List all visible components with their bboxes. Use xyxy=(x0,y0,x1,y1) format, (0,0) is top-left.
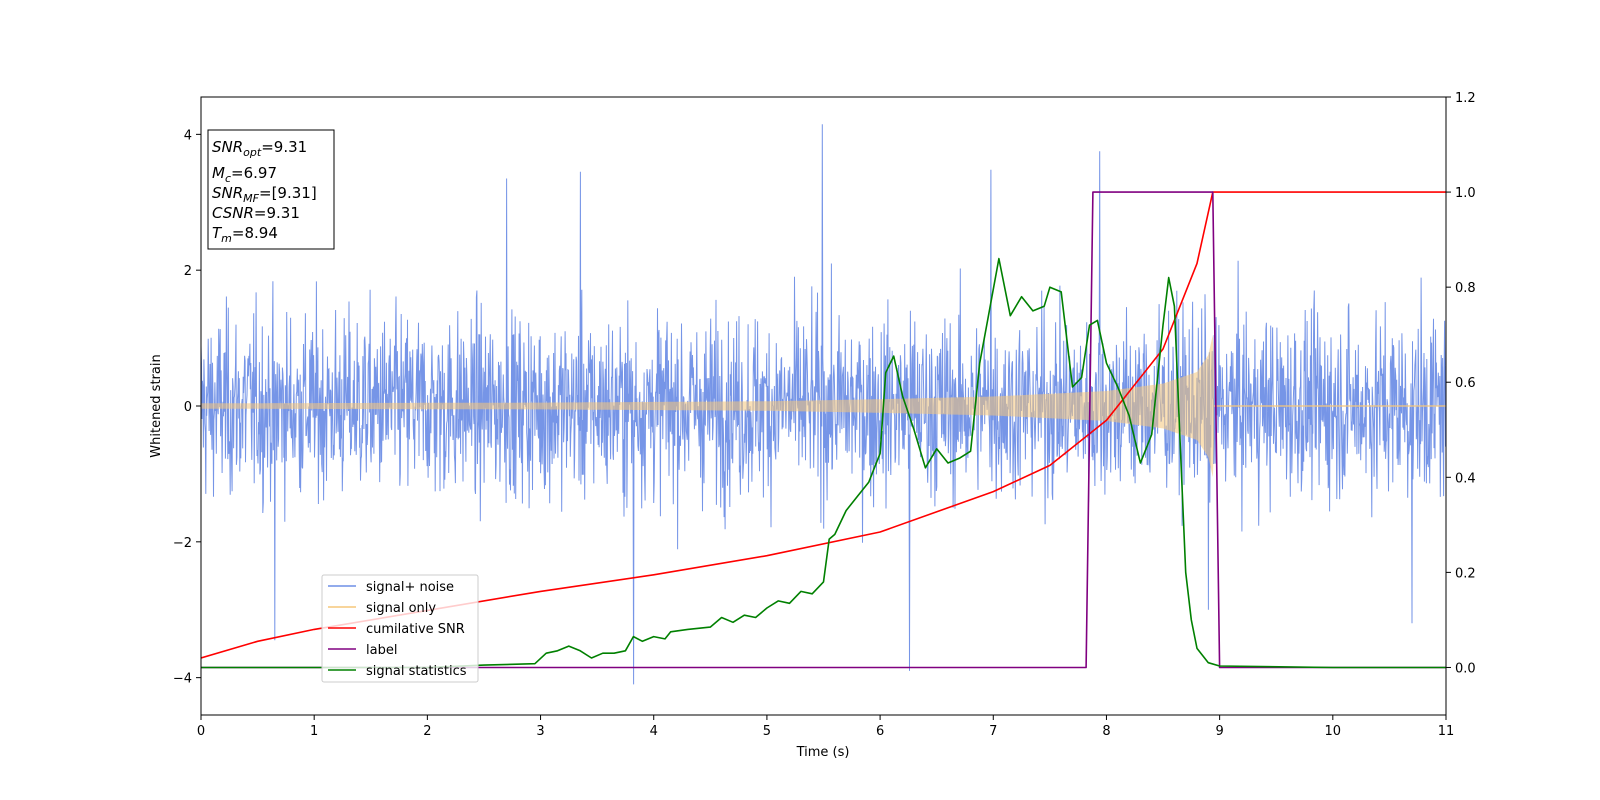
y-right-tick-label: 0.6 xyxy=(1455,376,1476,391)
y-left-tick-label: −4 xyxy=(173,672,192,687)
legend-label-label: label xyxy=(366,643,397,658)
legend-label-signal-only: signal only xyxy=(366,601,436,616)
x-tick-label: 0 xyxy=(197,724,205,739)
y-right-tick-label: 1.2 xyxy=(1455,91,1476,106)
legend-frame xyxy=(321,574,479,683)
y-left-tick-label: 4 xyxy=(184,128,192,143)
legend-item-signal-only: signal only xyxy=(328,601,436,616)
series-signal-noise-line xyxy=(201,124,1446,685)
info-mc: Mc=6.97 xyxy=(212,164,277,185)
x-tick-label: 5 xyxy=(763,724,771,739)
y-axis-label: Whitened strain xyxy=(149,354,164,457)
info-box-frame xyxy=(207,129,335,250)
legend-item-signal-noise: signal+ noise xyxy=(328,580,454,595)
legend-item-label: label xyxy=(328,643,397,658)
x-tick-label: 10 xyxy=(1325,724,1342,739)
x-tick-label: 3 xyxy=(536,724,544,739)
x-axis: 0 1 2 3 4 5 6 7 8 9 10 11 xyxy=(197,715,1454,739)
x-tick-label: 6 xyxy=(876,724,884,739)
y-right-tick-label: 0.8 xyxy=(1455,281,1476,296)
legend: signal+ noise signal only cumilative SNR… xyxy=(321,574,479,683)
info-snr-mf: SNRMF=[9.31] xyxy=(212,184,317,205)
legend-label-cumulative-snr: cumilative SNR xyxy=(366,622,465,637)
y-left-tick-label: 0 xyxy=(184,400,192,415)
y-left-tick-label: 2 xyxy=(184,264,192,279)
y-axis-right: 0.0 0.2 0.4 0.6 0.8 1.0 1.2 xyxy=(1446,91,1476,676)
legend-label-signal-noise: signal+ noise xyxy=(366,580,454,595)
x-tick-label: 4 xyxy=(650,724,658,739)
x-tick-label: 9 xyxy=(1215,724,1223,739)
x-axis-label: Time (s) xyxy=(796,745,850,760)
series-signal-statistics-line xyxy=(201,257,1446,669)
y-right-tick-label: 0.0 xyxy=(1455,661,1476,676)
series-label-line xyxy=(201,191,1446,669)
y-left-tick-label: −2 xyxy=(173,536,192,551)
info-tm: Tm=8.94 xyxy=(212,224,278,245)
x-tick-label: 2 xyxy=(423,724,431,739)
series-signal-only-fill xyxy=(201,334,1214,478)
y-right-tick-label: 0.2 xyxy=(1455,566,1476,581)
info-snr-opt: SNRopt=9.31 xyxy=(212,138,307,159)
x-tick-label: 11 xyxy=(1438,724,1455,739)
x-tick-label: 7 xyxy=(989,724,997,739)
legend-label-signal-statistics: signal statistics xyxy=(366,664,467,679)
x-tick-label: 1 xyxy=(310,724,318,739)
y-right-tick-label: 0.4 xyxy=(1455,471,1476,486)
x-tick-label: 8 xyxy=(1102,724,1110,739)
legend-item-signal-statistics: signal statistics xyxy=(328,664,467,679)
y-right-tick-label: 1.0 xyxy=(1455,186,1476,201)
info-box: SNRopt=9.31 Mc=6.97 SNRMF=[9.31] CSNR=9.… xyxy=(207,129,335,250)
legend-item-cumulative-snr: cumilative SNR xyxy=(328,622,465,637)
info-csnr: CSNR=9.31 xyxy=(212,204,300,222)
y-axis-left: −4 −2 0 2 4 xyxy=(173,128,201,687)
